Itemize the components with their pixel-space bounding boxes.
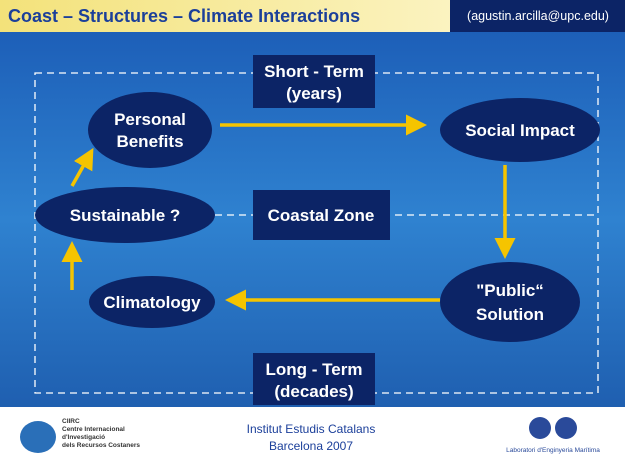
box-label: Long - Term: [266, 360, 363, 379]
node-label: Climatology: [103, 293, 201, 312]
box-label: Coastal Zone: [268, 206, 375, 225]
email-bar: [450, 0, 625, 32]
title-bar: [0, 0, 450, 32]
outer-loop: [34, 72, 599, 394]
logo-icon: [20, 421, 56, 453]
node-label: Sustainable ?: [70, 206, 181, 225]
box: [253, 190, 390, 240]
node-label: Personal: [114, 110, 186, 129]
logo-icon: [529, 417, 551, 439]
node: [440, 262, 580, 342]
logo-text: Laboratori d'Enginyeria Marítima: [506, 447, 600, 454]
title: Coast – Structures – Climate Interaction…: [8, 6, 360, 26]
node: [88, 92, 212, 168]
logo-text: dels Recursos Costaners: [62, 442, 140, 449]
footer-text: Institut Estudis Catalans: [247, 422, 376, 436]
node: [440, 98, 600, 162]
box-label: (years): [286, 84, 342, 103]
box-label: Short - Term: [264, 62, 364, 81]
node-label: "Public“: [476, 281, 544, 300]
box: [253, 55, 375, 108]
email: (agustin.arcilla@upc.edu): [467, 9, 609, 23]
node-label: Benefits: [116, 132, 183, 151]
node-label: Social Impact: [465, 121, 575, 140]
arrow: [70, 147, 94, 187]
logo-text: d'Investigació: [62, 434, 105, 441]
node-label: Solution: [476, 305, 544, 324]
footer-text: Barcelona 2007: [269, 439, 353, 453]
box: [253, 353, 375, 405]
box-label: (decades): [274, 382, 353, 401]
node: [35, 187, 215, 243]
node: [89, 276, 215, 328]
logo-text: Centre Internacional: [62, 426, 125, 433]
logo-icon: [555, 417, 577, 439]
logo-text: CIIRC: [62, 418, 80, 425]
